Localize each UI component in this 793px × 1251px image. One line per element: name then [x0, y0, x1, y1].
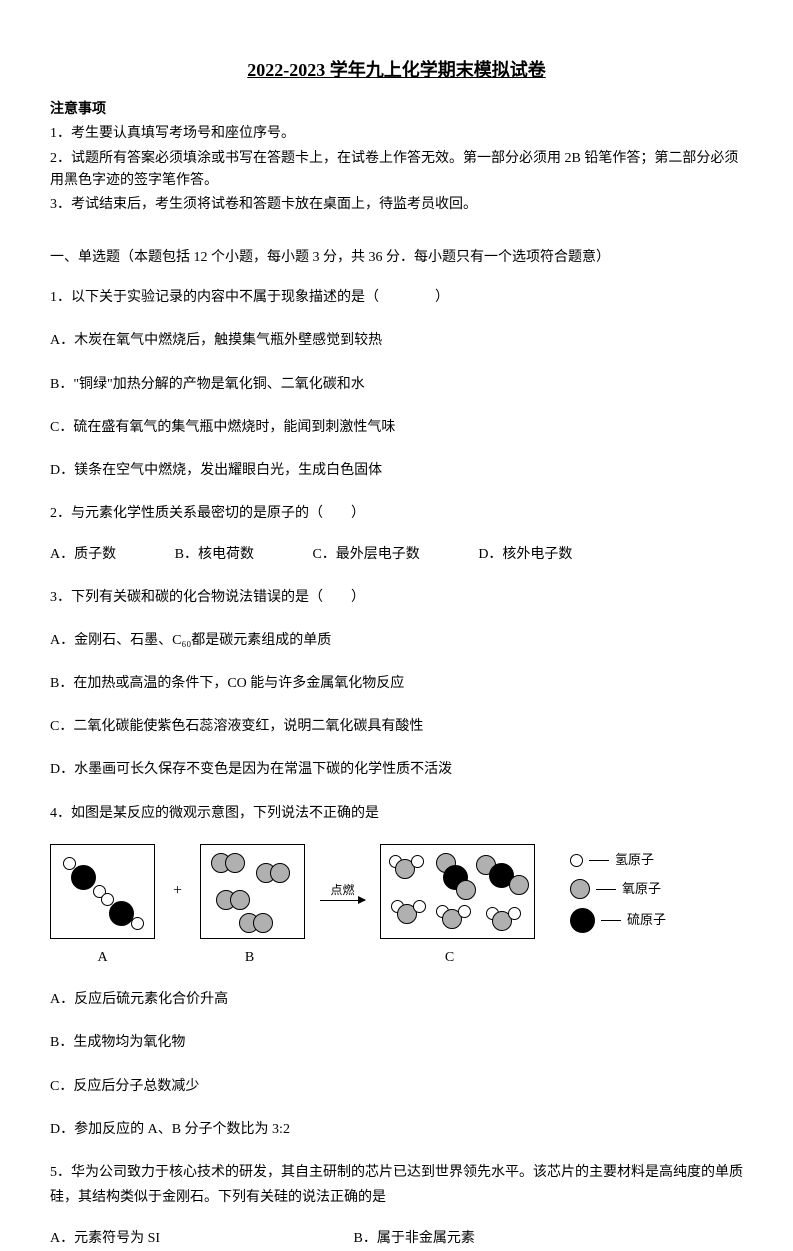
q3-option-b: B．在加热或高温的条件下，CO 能与许多金属氧化物反应: [50, 671, 743, 696]
q3-option-c: C．二氧化碳能使紫色石蕊溶液变红，说明二氧化碳具有酸性: [50, 714, 743, 739]
diagram-box-c: [380, 844, 535, 939]
q4-option-d: D．参加反应的 A、B 分子个数比为 3:2: [50, 1117, 743, 1142]
diagram-box-b: [200, 844, 305, 939]
diagram-label-b: B: [197, 947, 302, 969]
q2-option-d: D．核外电子数: [478, 544, 572, 566]
legend-hydrogen: 氢原子: [570, 850, 666, 871]
question-5: 5．华为公司致力于核心技术的研发，其自主研制的芯片已达到世界领先水平。该芯片的主…: [50, 1160, 743, 1210]
q2-options: A．质子数 B．核电荷数 C．最外层电子数 D．核外电子数: [50, 544, 743, 566]
question-4: 4．如图是某反应的微观示意图，下列说法不正确的是: [50, 801, 743, 826]
q2-option-b: B．核电荷数: [175, 544, 254, 566]
q4-option-a: A．反应后硫元素化合价升高: [50, 987, 743, 1012]
oxygen-atom-icon: [570, 879, 590, 899]
notice-item-3: 3．考试结束后，考生须将试卷和答题卡放在桌面上，待监考员收回。: [50, 194, 743, 216]
notice-item-2: 2．试题所有答案必须填涂或书写在答题卡上，在试卷上作答无效。第一部分必须用 2B…: [50, 148, 743, 193]
q1-option-c: C．硫在盛有氧气的集气瓶中燃烧时，能闻到刺激性气味: [50, 415, 743, 440]
reaction-arrow: 点燃: [320, 881, 365, 901]
q4-option-b: B．生成物均为氧化物: [50, 1030, 743, 1055]
hydrogen-atom-icon: [570, 854, 583, 867]
diagram-label-c: C: [372, 947, 527, 969]
arrow-label: 点燃: [331, 881, 355, 900]
legend-oxygen: 氧原子: [570, 879, 666, 900]
q1-option-b: B．"铜绿"加热分解的产物是氧化铜、二氧化碳和水: [50, 372, 743, 397]
q5-option-b: B．属于非金属元素: [354, 1228, 654, 1250]
plus-sign: +: [173, 878, 182, 904]
notice-header: 注意事项: [50, 99, 743, 121]
sulfur-atom-icon: [570, 908, 595, 933]
question-1: 1．以下关于实验记录的内容中不属于现象描述的是（ ）: [50, 285, 743, 310]
q1-option-d: D．镁条在空气中燃烧，发出耀眼白光，生成白色固体: [50, 458, 743, 483]
section-1-header: 一、单选题（本题包括 12 个小题，每小题 3 分，共 36 分．每小题只有一个…: [50, 247, 743, 269]
legend-sulfur-label: 硫原子: [627, 910, 666, 931]
exam-title: 2022-2023 学年九上化学期末模拟试卷: [50, 56, 743, 85]
q2-option-a: A．质子数: [50, 544, 116, 566]
q3-option-d: D．水墨画可长久保存不变色是因为在常温下碳的化学性质不活泼: [50, 757, 743, 782]
q3-option-a: A．金刚石、石墨、C₆₀都是碳元素组成的单质: [50, 628, 743, 653]
q5-options: A．元素符号为 SI B．属于非金属元素: [50, 1228, 743, 1250]
legend-sulfur: 硫原子: [570, 908, 666, 933]
q1-option-a: A．木炭在氧气中燃烧后，触摸集气瓶外壁感觉到较热: [50, 328, 743, 353]
diagram-legend: 氢原子 氧原子 硫原子: [570, 850, 666, 933]
q2-option-c: C．最外层电子数: [312, 544, 419, 566]
question-3: 3．下列有关碳和碳的化合物说法错误的是（ ）: [50, 585, 743, 610]
diagram-box-a: [50, 844, 155, 939]
legend-oxygen-label: 氧原子: [622, 879, 661, 900]
q4-option-c: C．反应后分子总数减少: [50, 1074, 743, 1099]
diagram-labels: A B C: [50, 947, 743, 969]
legend-hydrogen-label: 氢原子: [615, 850, 654, 871]
notice-item-1: 1．考生要认真填写考场号和座位序号。: [50, 123, 743, 145]
q5-option-a: A．元素符号为 SI: [50, 1228, 350, 1250]
reaction-diagram: + 点燃 氢原子: [50, 844, 743, 939]
question-2: 2．与元素化学性质关系最密切的是原子的（ ）: [50, 501, 743, 526]
diagram-label-a: A: [50, 947, 155, 969]
